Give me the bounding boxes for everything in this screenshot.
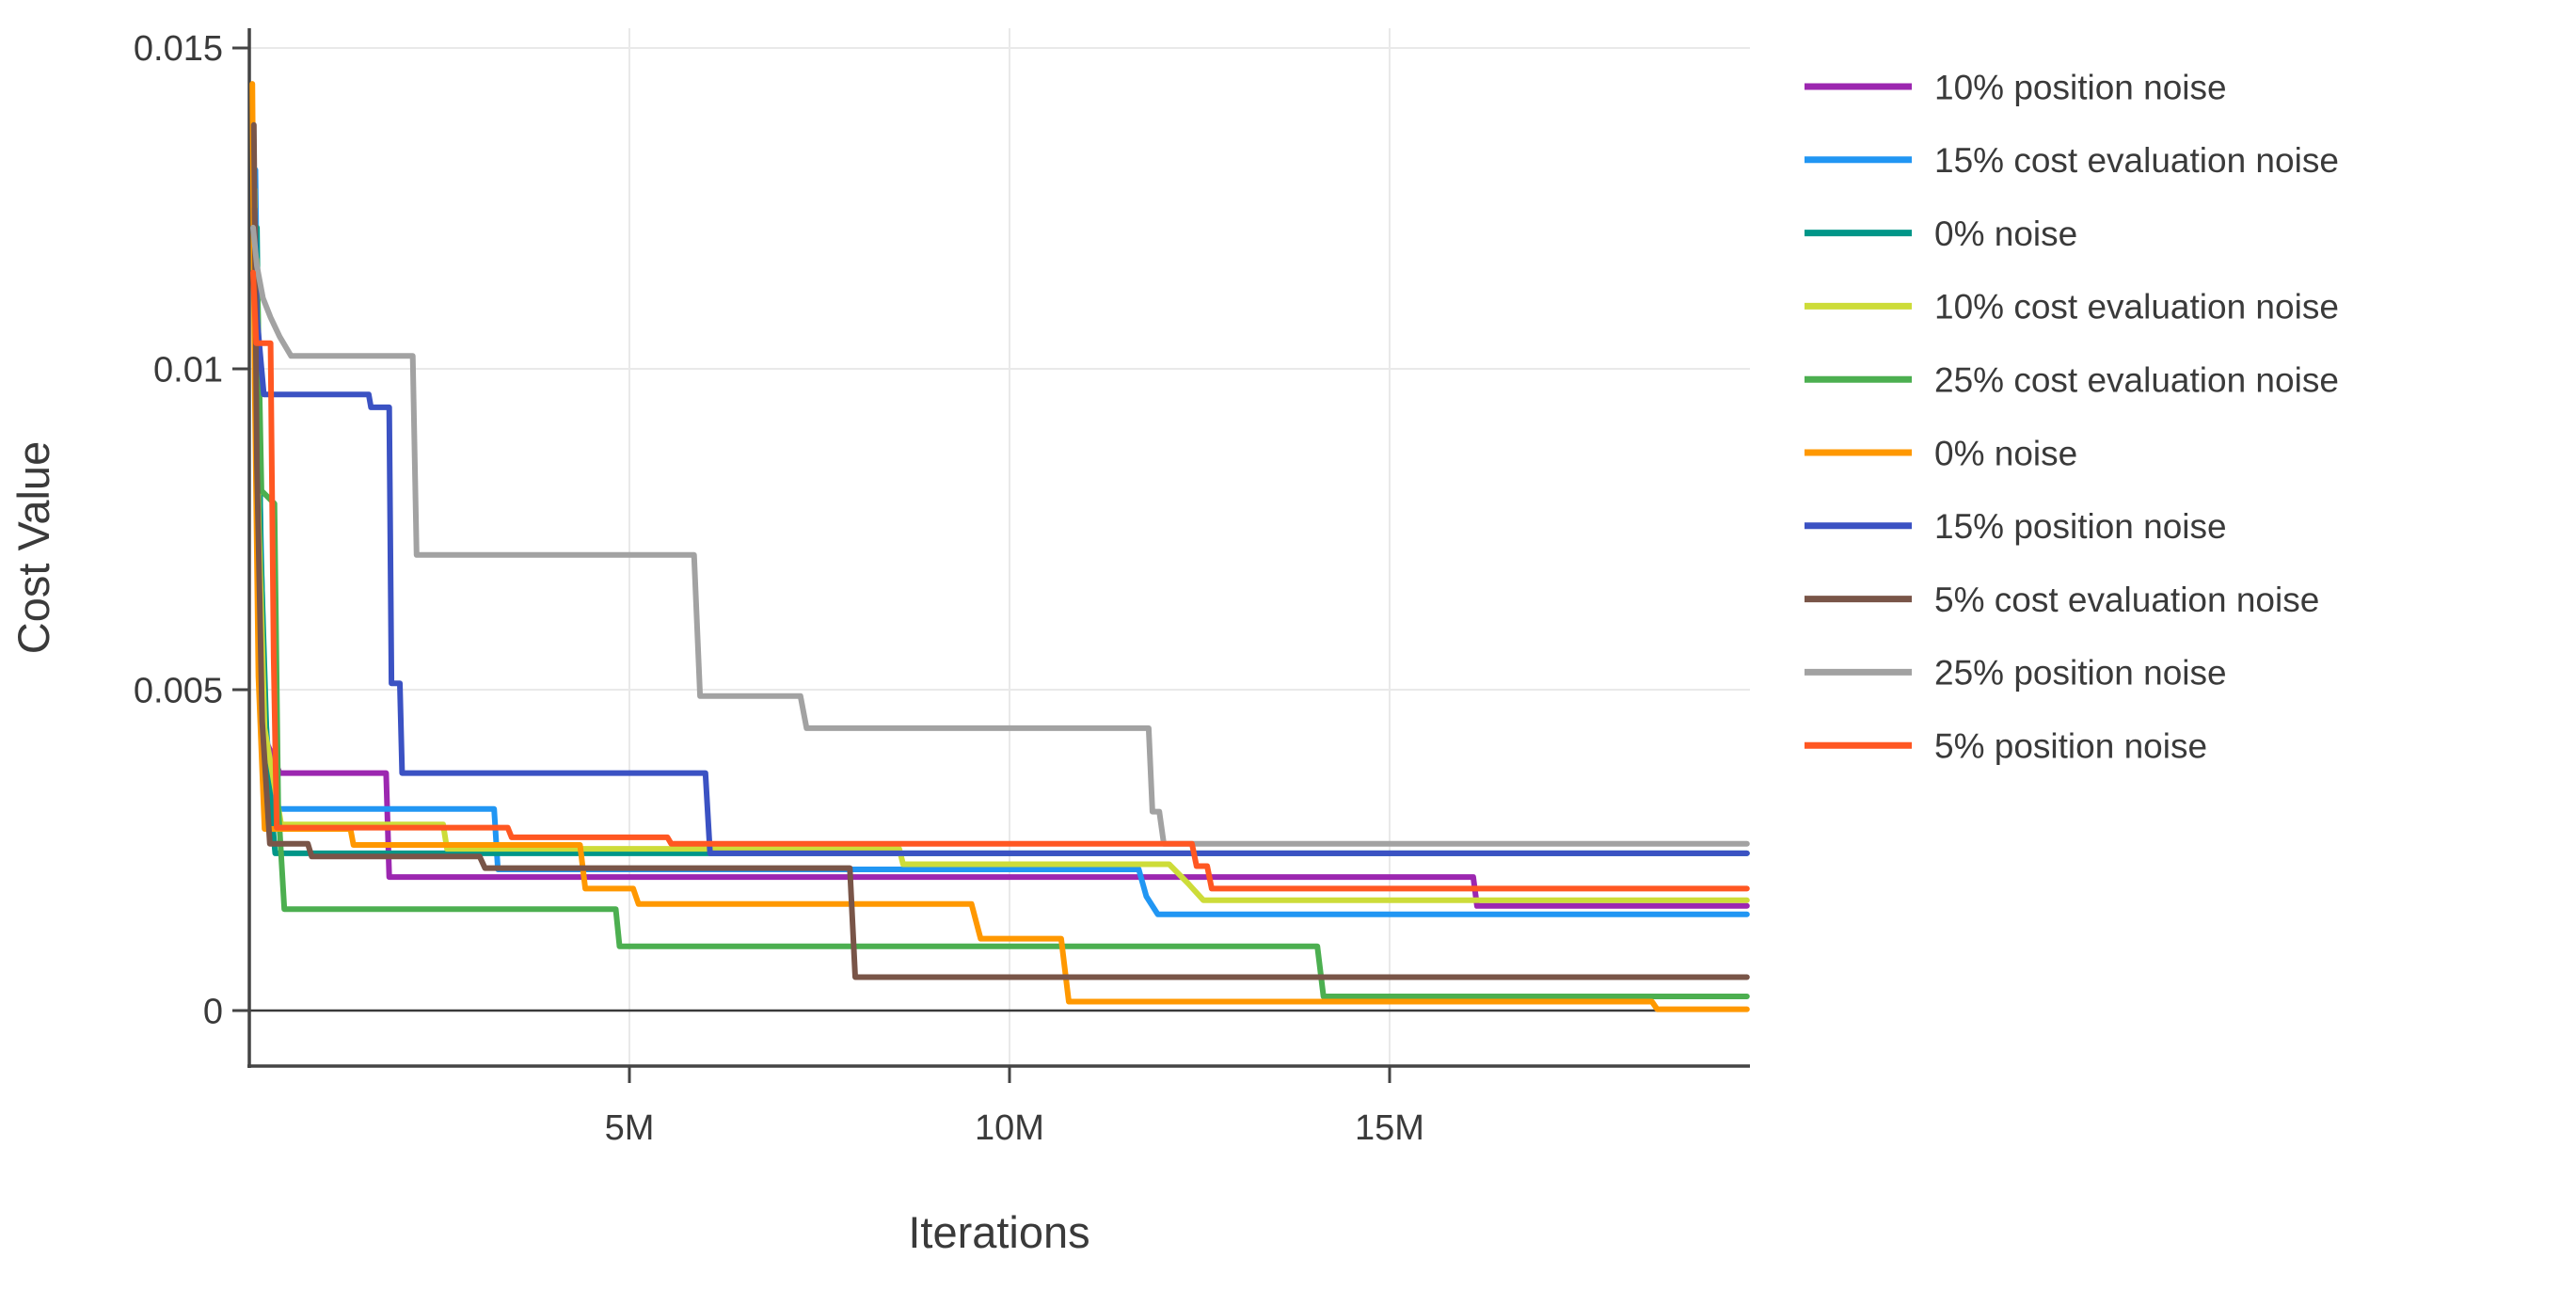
legend-item-6[interactable]: 15% position noise [1805, 507, 2227, 546]
legend-item-label: 25% cost evaluation noise [1934, 361, 2339, 400]
legend-item-2[interactable]: 0% noise [1805, 215, 2077, 253]
legend-item-label: 10% cost evaluation noise [1934, 288, 2339, 326]
legend-item-label: 5% cost evaluation noise [1934, 581, 2319, 619]
x-tick-label: 5M [605, 1108, 655, 1148]
series-line-4[interactable] [254, 257, 1750, 999]
x-axis-title: Iterations [908, 1207, 1089, 1257]
series-line-3[interactable] [251, 186, 1750, 903]
legend-item-label: 15% cost evaluation noise [1934, 141, 2339, 180]
x-tick-label: 15M [1355, 1108, 1424, 1148]
y-tick-label: 0.01 [153, 350, 223, 390]
series-line-2[interactable] [254, 224, 1750, 856]
legend-item-1[interactable]: 15% cost evaluation noise [1805, 141, 2339, 180]
tick-labels: 0 0.005 0.01 0.015 5M 10M 15M [134, 29, 1424, 1148]
x-tick-label: 10M [975, 1108, 1044, 1148]
legend-item-5[interactable]: 0% noise [1805, 434, 2077, 472]
legend-item-4[interactable]: 25% cost evaluation noise [1805, 361, 2339, 400]
legend-item-label: 15% position noise [1934, 507, 2227, 546]
legend-item-label: 0% noise [1934, 434, 2077, 472]
legend-item-label: 10% position noise [1934, 68, 2227, 106]
legend-item-7[interactable]: 5% cost evaluation noise [1805, 581, 2319, 619]
series-line-5[interactable] [249, 81, 1750, 1012]
gridlines [250, 28, 1750, 1066]
legend-item-8[interactable]: 25% position noise [1805, 654, 2227, 693]
legend-item-3[interactable]: 10% cost evaluation noise [1805, 288, 2339, 326]
legend: 10% position noise 15% cost evaluation no… [1805, 68, 2339, 766]
series-line-7[interactable] [250, 121, 1750, 980]
series-line-9[interactable] [250, 269, 1750, 892]
series-line-8[interactable] [250, 224, 1750, 847]
series-line-1[interactable] [252, 167, 1750, 917]
y-tick-label: 0.005 [134, 671, 223, 710]
y-tick-label: 0 [203, 992, 223, 1031]
series-lines [249, 81, 1750, 1012]
legend-item-0[interactable]: 10% position noise [1805, 68, 2227, 106]
legend-item-label: 0% noise [1934, 215, 2077, 253]
legend-item-9[interactable]: 5% position noise [1805, 727, 2207, 766]
y-axis-title: Cost Value [8, 441, 58, 654]
series-line-6[interactable] [251, 205, 1750, 856]
legend-item-label: 25% position noise [1934, 654, 2227, 693]
legend-item-label: 5% position noise [1934, 727, 2207, 766]
axes [232, 28, 1750, 1083]
series-line-0[interactable] [250, 148, 1750, 909]
y-tick-label: 0.015 [134, 29, 223, 69]
